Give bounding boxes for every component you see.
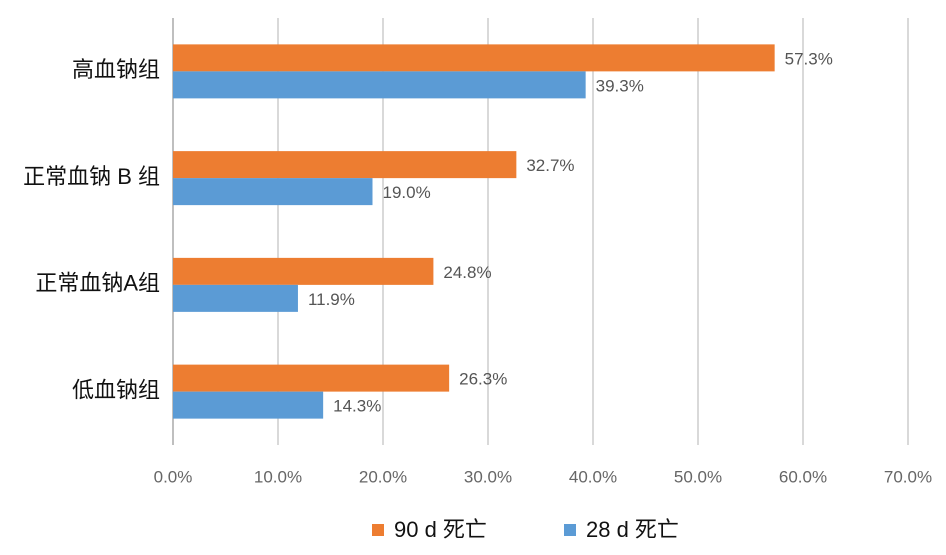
y-tick-label: 高血钠组: [72, 57, 160, 82]
x-tick-label: 0.0%: [154, 467, 193, 486]
bar: [173, 71, 586, 99]
x-tick-label: 20.0%: [359, 467, 407, 486]
y-tick-label: 低血钠组: [72, 377, 160, 402]
value-label: 11.9%: [308, 290, 355, 309]
value-label: 32.7%: [526, 156, 574, 175]
value-label: 14.3%: [333, 397, 381, 416]
x-tick-label: 40.0%: [569, 467, 617, 486]
legend-label: 28 d 死亡: [586, 517, 679, 542]
x-tick-label: 10.0%: [254, 467, 302, 486]
bar: [173, 44, 775, 72]
bar: [173, 151, 517, 179]
bar: [173, 257, 434, 285]
value-label: 39.3%: [596, 76, 644, 95]
value-label: 24.8%: [443, 263, 491, 282]
bar: [173, 364, 450, 392]
legend-swatch: [564, 524, 576, 536]
bar: [173, 391, 324, 419]
value-label: 19.0%: [383, 183, 431, 202]
legend-label: 90 d 死亡: [394, 517, 487, 542]
legend-swatch: [372, 524, 384, 536]
bar: [173, 284, 298, 312]
y-tick-label: 正常血钠A组: [35, 271, 160, 296]
x-tick-label: 70.0%: [884, 467, 932, 486]
x-tick-label: 50.0%: [674, 467, 722, 486]
x-tick-label: 60.0%: [779, 467, 827, 486]
y-tick-label: 正常血钠 B 组: [23, 164, 160, 189]
value-label: 26.3%: [459, 370, 507, 389]
x-tick-label: 30.0%: [464, 467, 512, 486]
value-label: 57.3%: [785, 49, 833, 68]
bar: [173, 178, 373, 206]
